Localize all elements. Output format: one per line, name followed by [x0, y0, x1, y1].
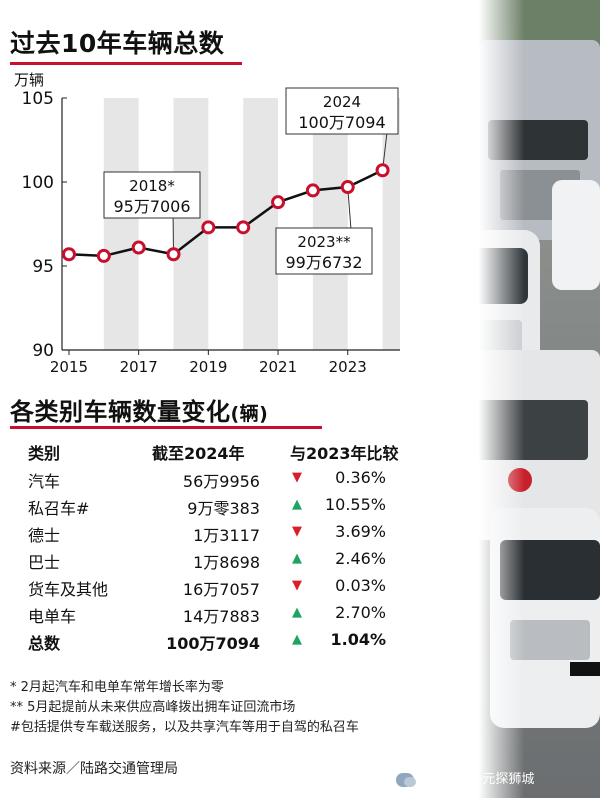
table-row: 汽车 56万9956 ▼ 0.36%	[0, 468, 420, 494]
annotation-value: 95万7006	[113, 197, 190, 216]
data-point	[236, 220, 251, 235]
x-tick-label: 2023	[329, 358, 367, 376]
row-change: 2.70%	[335, 603, 386, 622]
header-change: 与2023年比较	[290, 444, 399, 463]
row-category: 货车及其他	[28, 580, 109, 599]
table-row: 私召车# 9万零383 ▲ 10.55%	[0, 495, 420, 521]
change-arrow-icon: ▼	[292, 470, 302, 485]
watermark-text: 公众号 · 小元探狮城	[418, 772, 535, 787]
data-point	[305, 183, 320, 198]
grid-bands	[103, 98, 400, 350]
wechat-icon	[396, 772, 416, 787]
annotations: 2018* 95万7006 2023** 99万6732 2024 100万7094	[103, 87, 399, 275]
row-value: 1万3117	[193, 526, 260, 545]
chart-title-underline	[10, 62, 242, 65]
table-title-text: 各类别车辆数量变化	[10, 398, 231, 426]
change-arrow-icon: ▲	[292, 605, 302, 620]
x-tick-label: 2021	[259, 358, 297, 376]
x-tick-label: 2017	[120, 358, 158, 376]
table-row: 货车及其他 16万7057 ▼ 0.03%	[0, 576, 420, 602]
table-title: 各类别车辆数量变化(辆)	[10, 392, 268, 427]
row-category: 电单车	[28, 607, 77, 626]
row-change: 2.46%	[335, 549, 386, 568]
x-tick-label: 2015	[50, 358, 88, 376]
annotation-box: 2018* 95万7006	[103, 171, 201, 219]
data-point	[340, 180, 355, 195]
change-arrow-icon: ▲	[292, 551, 302, 566]
annotation-frame	[285, 87, 399, 135]
row-value: 100万7094	[166, 634, 260, 653]
change-arrow-icon: ▲	[292, 632, 302, 647]
data-point	[61, 247, 76, 262]
row-category: 私召车#	[28, 499, 90, 518]
header-2024: 截至2024年	[152, 444, 245, 463]
data-point	[166, 247, 181, 262]
data-point	[96, 248, 111, 263]
y-tick-label: 100	[22, 173, 54, 193]
annotation-box: 2024 100万7094	[285, 87, 399, 135]
change-arrow-icon: ▼	[292, 524, 302, 539]
annotation-year: 2023**	[297, 233, 351, 251]
annotation-year: 2024	[323, 93, 361, 111]
x-axis-ticks: 2015 2017 2019 2021 2023	[50, 350, 367, 376]
table-title-unit: (辆)	[230, 403, 269, 425]
change-arrow-icon: ▲	[292, 497, 302, 512]
row-category: 汽车	[28, 472, 61, 491]
annotation-frame	[103, 171, 201, 219]
data-point	[375, 163, 390, 178]
annotation-value: 100万7094	[298, 113, 385, 132]
watermark: 公众号 · 小元探狮城	[396, 768, 534, 787]
row-change: 1.04%	[330, 630, 386, 649]
row-category: 总数	[28, 634, 61, 653]
grid-band	[382, 98, 400, 350]
y-axis-unit: 万辆	[14, 71, 45, 89]
data-point	[271, 195, 286, 210]
header-category: 类别	[28, 444, 61, 463]
row-value: 14万7883	[182, 607, 260, 626]
grid-band	[103, 98, 139, 350]
y-tick-label: 90	[32, 341, 54, 361]
row-change: 3.69%	[335, 522, 386, 541]
chart-title: 过去10年车辆总数	[10, 29, 225, 58]
series-line	[68, 169, 384, 258]
data-point	[131, 240, 146, 255]
row-value: 16万7057	[182, 580, 260, 599]
row-category: 德士	[28, 526, 61, 545]
table-title-underline	[10, 426, 322, 429]
grid-band	[312, 98, 348, 350]
footnote-1: * 2月起汽车和电单车常年增长率为零	[10, 680, 224, 695]
table-row-total: 总数 100万7094 ▲ 1.04%	[0, 630, 420, 656]
y-tick-label: 105	[22, 89, 54, 109]
y-tick-label: 95	[32, 257, 54, 277]
row-value: 9万零383	[187, 499, 260, 518]
row-change: 10.55%	[324, 495, 386, 514]
table-row: 巴士 1万8698 ▲ 2.46%	[0, 549, 420, 575]
change-arrow-icon: ▼	[292, 578, 302, 593]
annotation-value: 99万6732	[285, 253, 362, 272]
footnote-3: #包括提供专车载送服务，以及共享汽车等用于自驾的私召车	[10, 720, 359, 735]
row-value: 56万9956	[182, 472, 260, 491]
row-category: 巴士	[28, 553, 61, 572]
source-note: 资料来源／陆路交通管理局	[10, 761, 178, 777]
data-points	[61, 163, 390, 263]
footnote-2: ** 5月起提前从未来供应高峰拨出拥车证回流市场	[10, 700, 296, 715]
x-tick-label: 2019	[189, 358, 227, 376]
annotation-year: 2018*	[129, 177, 175, 195]
row-value: 1万8698	[193, 553, 260, 572]
table-row: 电单车 14万7883 ▲ 2.70%	[0, 603, 420, 629]
annotation-frame	[275, 227, 373, 275]
annotation-box: 2023** 99万6732	[275, 227, 373, 275]
data-point	[201, 220, 216, 235]
line-chart: 90 95 100 105 2015 2017 2019 2021 2023 2018* 95万…	[22, 87, 400, 376]
table-row: 德士 1万3117 ▼ 3.69%	[0, 522, 420, 548]
row-change: 0.03%	[335, 576, 386, 595]
y-axis-ticks: 90 95 100 105	[22, 89, 67, 361]
row-change: 0.36%	[335, 468, 386, 487]
